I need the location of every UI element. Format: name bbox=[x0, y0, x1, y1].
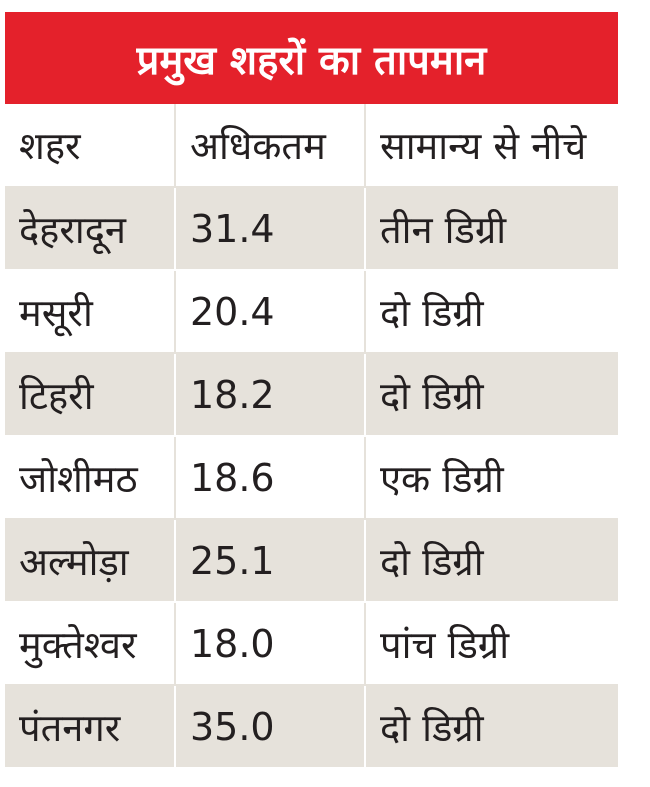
cell-city: जोशीमठ bbox=[5, 436, 176, 520]
table-title: प्रमुख शहरों का तापमान bbox=[5, 12, 618, 104]
header-max: अधिकतम bbox=[175, 104, 366, 188]
cell-max: 18.6 bbox=[175, 436, 366, 520]
table-row: अल्मोड़ा 25.1 दो डिग्री bbox=[5, 519, 618, 603]
cell-city: अल्मोड़ा bbox=[5, 519, 176, 603]
cell-below-normal: पांच डिग्री bbox=[365, 602, 618, 686]
table-row: पंतनगर 35.0 दो डिग्री bbox=[5, 685, 618, 769]
cell-below-normal: दो डिग्री bbox=[365, 270, 618, 354]
table-row: मुक्तेश्वर 18.0 पांच डिग्री bbox=[5, 602, 618, 686]
table-row: मसूरी 20.4 दो डिग्री bbox=[5, 270, 618, 354]
table-row: टिहरी 18.2 दो डिग्री bbox=[5, 353, 618, 437]
cell-max: 25.1 bbox=[175, 519, 366, 603]
cell-max: 18.0 bbox=[175, 602, 366, 686]
cell-city: मसूरी bbox=[5, 270, 176, 354]
cell-below-normal: दो डिग्री bbox=[365, 519, 618, 603]
cell-max: 35.0 bbox=[175, 685, 366, 769]
header-below-normal: सामान्य से नीचे bbox=[365, 104, 618, 188]
table-row: देहरादून 31.4 तीन डिग्री bbox=[5, 187, 618, 271]
cell-below-normal: एक डिग्री bbox=[365, 436, 618, 520]
cell-city: मुक्तेश्वर bbox=[5, 602, 176, 686]
cell-city: देहरादून bbox=[5, 187, 176, 271]
cell-city: टिहरी bbox=[5, 353, 176, 437]
cell-below-normal: तीन डिग्री bbox=[365, 187, 618, 271]
cell-city: पंतनगर bbox=[5, 685, 176, 769]
table-row: जोशीमठ 18.6 एक डिग्री bbox=[5, 436, 618, 520]
temperature-table-card: प्रमुख शहरों का तापमान शहर अधिकतम सामान्… bbox=[5, 12, 618, 770]
header-city: शहर bbox=[5, 104, 176, 188]
cell-max: 31.4 bbox=[175, 187, 366, 271]
cell-max: 18.2 bbox=[175, 353, 366, 437]
cell-max: 20.4 bbox=[175, 270, 366, 354]
temperature-table: शहर अधिकतम सामान्य से नीचे देहरादून 31.4… bbox=[5, 104, 618, 769]
cell-below-normal: दो डिग्री bbox=[365, 353, 618, 437]
header-row: शहर अधिकतम सामान्य से नीचे bbox=[5, 104, 618, 188]
cell-below-normal: दो डिग्री bbox=[365, 685, 618, 769]
